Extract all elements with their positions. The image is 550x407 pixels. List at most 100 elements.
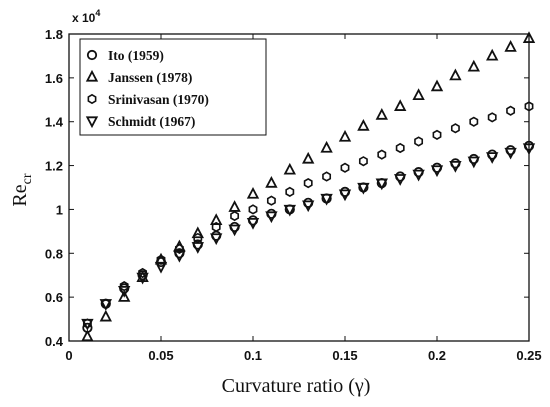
data-point bbox=[265, 211, 278, 224]
data-point bbox=[506, 105, 516, 116]
data-point bbox=[322, 171, 332, 182]
x-tick-label: 0.1 bbox=[244, 348, 262, 363]
legend-marker bbox=[87, 93, 97, 105]
data-point bbox=[173, 250, 186, 263]
legend-label: Janssen (1978) bbox=[108, 70, 192, 85]
legend-box bbox=[79, 38, 267, 136]
data-point bbox=[99, 299, 112, 311]
plot-frame bbox=[68, 33, 530, 342]
data-point bbox=[467, 156, 480, 169]
y-axis-title: Recr bbox=[9, 173, 35, 206]
data-point bbox=[430, 165, 444, 178]
data-point bbox=[395, 142, 405, 154]
data-point bbox=[450, 123, 460, 134]
data-point bbox=[357, 118, 370, 131]
data-point bbox=[487, 112, 497, 123]
y-tick-label: 0.8 bbox=[45, 246, 63, 261]
data-point bbox=[357, 182, 370, 195]
data-point bbox=[99, 309, 112, 322]
data-point bbox=[414, 136, 424, 147]
data-point bbox=[504, 40, 517, 52]
data-point bbox=[265, 175, 278, 188]
data-point bbox=[486, 152, 499, 164]
data-point bbox=[138, 267, 148, 279]
data-point bbox=[210, 233, 223, 246]
y-tick-label: 1 bbox=[56, 202, 63, 217]
y-tick-label: 0.4 bbox=[45, 334, 64, 349]
x-tick-label: 0.2 bbox=[428, 348, 446, 363]
data-point bbox=[81, 329, 94, 342]
data-point bbox=[320, 193, 333, 206]
x-axis-title: Curvature ratio (γ) bbox=[222, 375, 371, 397]
data-point bbox=[136, 272, 149, 285]
series-3 bbox=[81, 143, 536, 331]
y-tick-label: 0.6 bbox=[45, 290, 63, 305]
data-point bbox=[486, 48, 499, 61]
y-tick-label: 1.2 bbox=[45, 159, 63, 174]
legend-marker bbox=[86, 49, 98, 61]
data-point bbox=[449, 68, 462, 81]
data-point bbox=[412, 88, 425, 100]
data-point bbox=[303, 177, 313, 189]
y-tick-label: 1.6 bbox=[45, 71, 63, 86]
data-point bbox=[246, 186, 260, 199]
markers bbox=[81, 31, 536, 342]
legend-label: Schmidt (1967) bbox=[108, 114, 195, 129]
data-point bbox=[191, 226, 204, 239]
data-point bbox=[394, 99, 407, 111]
x-tick-label: 0.15 bbox=[332, 348, 357, 363]
data-point bbox=[119, 281, 129, 292]
y-axis-title-sub: cr bbox=[20, 173, 35, 184]
data-point bbox=[118, 290, 131, 302]
data-point bbox=[430, 79, 444, 92]
data-point bbox=[504, 147, 517, 160]
data-point bbox=[211, 221, 221, 233]
data-point bbox=[467, 59, 480, 72]
data-point bbox=[156, 254, 166, 265]
data-point bbox=[375, 178, 388, 191]
y-axis-title-main: Re bbox=[9, 184, 31, 206]
data-point bbox=[320, 140, 333, 153]
data-point bbox=[469, 116, 479, 127]
data-point bbox=[394, 174, 407, 186]
legend-label: Ito (1959) bbox=[108, 48, 164, 63]
data-point bbox=[248, 204, 258, 215]
data-point bbox=[412, 169, 425, 182]
data-point bbox=[191, 242, 204, 254]
data-point bbox=[377, 149, 387, 160]
data-point bbox=[375, 108, 388, 120]
x-tick-label: 0.05 bbox=[148, 348, 173, 363]
data-point bbox=[228, 224, 241, 237]
data-point bbox=[266, 195, 276, 206]
series-2 bbox=[82, 101, 534, 329]
data-point bbox=[449, 160, 462, 173]
data-point bbox=[338, 129, 352, 142]
legend: Ito (1959) Janssen (1978) Srinivasan (1970… bbox=[79, 38, 267, 136]
data-point bbox=[283, 204, 296, 217]
data-point bbox=[246, 217, 260, 230]
data-point bbox=[338, 189, 352, 202]
data-point bbox=[432, 129, 442, 140]
data-point bbox=[154, 261, 168, 274]
y-multiplier-power: 4 bbox=[95, 8, 100, 18]
data-point bbox=[302, 151, 315, 164]
series-1 bbox=[81, 31, 536, 342]
ticks: 0 0.05 0.1 0.15 0.2 0.25 0.4 0.6 0.8 1 1.2 1.4 1.6 1.… bbox=[45, 27, 542, 363]
series-0 bbox=[82, 140, 535, 333]
y-tick-label: 1.8 bbox=[45, 27, 63, 42]
data-point bbox=[118, 285, 131, 298]
data-point bbox=[285, 186, 295, 198]
y-tick-label: 1.4 bbox=[45, 115, 64, 130]
data-point bbox=[340, 162, 350, 173]
data-point bbox=[81, 318, 94, 331]
data-point bbox=[230, 210, 240, 222]
data-point bbox=[174, 243, 184, 255]
data-point bbox=[210, 213, 223, 225]
data-point bbox=[228, 200, 241, 212]
x-tick-label: 0.25 bbox=[516, 348, 541, 363]
legend-marker bbox=[85, 116, 99, 129]
data-point bbox=[283, 162, 296, 175]
data-point bbox=[302, 200, 315, 213]
y-multiplier-base: x 10 bbox=[72, 11, 96, 25]
